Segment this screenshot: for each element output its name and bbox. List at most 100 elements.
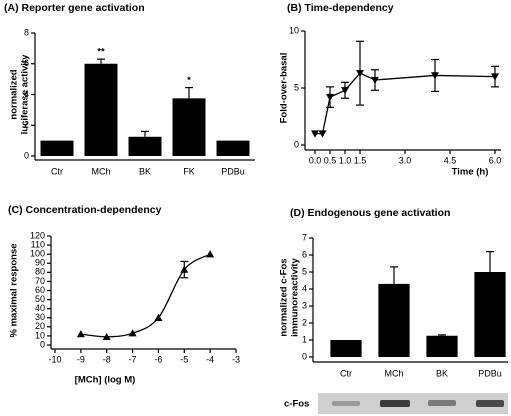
y-tick-label: 120 <box>30 230 45 240</box>
x-tick-label: 0.0 <box>309 155 322 165</box>
chart-title: (A) Reporter gene activation <box>4 2 145 14</box>
bar <box>172 98 206 156</box>
y-axis-label: % maximal response <box>9 244 20 338</box>
blot-band <box>476 400 504 407</box>
x-tick-label: -8 <box>103 354 111 364</box>
blot-band <box>428 400 456 406</box>
y-tick-label: 4 <box>24 89 29 99</box>
y-tick-label: 110 <box>31 239 45 249</box>
x-tick-label: 0.5 <box>324 155 337 165</box>
line <box>315 72 496 135</box>
x-tick-label: MCh <box>91 166 110 176</box>
y-tick-label: 0 <box>40 339 45 349</box>
fit-curve <box>80 253 211 338</box>
marker <box>318 130 327 138</box>
y-tick-label: 7 <box>302 232 307 242</box>
x-tick-label: Ctr <box>51 166 63 176</box>
y-tick-label: 80 <box>35 267 45 277</box>
x-tick-label: 6.0 <box>489 155 502 165</box>
chart-title: (D) Endogenous gene activation <box>290 207 450 219</box>
marker <box>491 73 499 81</box>
bar <box>378 283 410 357</box>
y-tick-label: 40 <box>35 303 45 313</box>
marker <box>128 329 137 337</box>
y-tick-label: 100 <box>30 249 45 259</box>
bar <box>40 140 74 156</box>
x-tick-label: -7 <box>129 354 137 364</box>
marker <box>311 130 319 138</box>
y-tick-label: 2 <box>302 317 307 327</box>
x-tick-label: PDBu <box>478 368 502 378</box>
x-tick-label: BK <box>139 166 151 176</box>
marker <box>76 330 85 338</box>
bar <box>128 136 162 156</box>
significance: ** <box>97 47 105 58</box>
y-tick-label: 1 <box>302 334 307 344</box>
marker <box>154 313 163 321</box>
marker <box>356 69 364 78</box>
x-tick-label: BK <box>436 368 448 378</box>
x-tick-label: -6 <box>154 354 162 364</box>
x-tick-label: PDBu <box>221 166 245 176</box>
y-tick-label: 10 <box>35 330 45 340</box>
x-tick-label: 4.5 <box>444 155 457 165</box>
blot-band <box>380 400 410 407</box>
y-tick-label: 5 <box>302 266 307 276</box>
blot <box>318 393 508 414</box>
x-tick-label: -10 <box>48 354 61 364</box>
y-axis-label: normalized <box>9 69 20 119</box>
x-tick-label: -4 <box>206 354 214 364</box>
bar <box>216 140 250 156</box>
y-tick-label: 30 <box>35 312 45 322</box>
blot-label: c-Fos <box>284 399 309 410</box>
blot-band <box>332 401 360 406</box>
y-tick-label: 5 <box>294 82 299 92</box>
marker <box>341 87 349 95</box>
x-tick-label: MCh <box>384 368 403 378</box>
y-tick-label: 2 <box>24 120 29 130</box>
bar <box>330 340 362 357</box>
y-tick-label: 6 <box>302 249 307 259</box>
x-tick-label: Ctr <box>340 368 352 378</box>
y-tick-label: 0 <box>24 150 29 160</box>
marker <box>371 76 379 85</box>
y-tick-label: 0 <box>302 351 307 361</box>
blot-background <box>318 393 508 414</box>
y-tick-label: 70 <box>35 276 45 286</box>
chart-title: (C) Concentration-dependency <box>8 204 162 216</box>
y-tick-label: 3 <box>302 300 307 310</box>
y-axis-label: normalized c-Fos <box>279 258 290 336</box>
x-axis-label: [MCh] (log M) <box>75 375 136 386</box>
x-tick-label: 3.0 <box>399 155 412 165</box>
marker <box>102 332 111 341</box>
y-tick-label: 90 <box>35 258 45 268</box>
marker <box>431 72 439 80</box>
x-tick-label: FK <box>183 166 195 176</box>
y-tick-label: 8 <box>24 27 29 37</box>
y-tick-label: 50 <box>35 294 45 304</box>
chart-title: (B) Time-dependency <box>287 2 394 14</box>
y-axis-label: Fold-over-basal <box>279 53 290 124</box>
y-tick-label: 6 <box>24 58 29 68</box>
y-tick-label: 20 <box>35 321 45 331</box>
y-tick-label: 60 <box>35 285 45 295</box>
x-tick-label: 1.5 <box>354 155 367 165</box>
bar <box>426 335 458 357</box>
marker <box>206 250 215 258</box>
x-tick-label: -3 <box>232 354 240 364</box>
y-axis-label: luciferase activity <box>20 54 31 134</box>
significance: * <box>187 75 191 86</box>
x-tick-label: -5 <box>180 354 188 364</box>
bar <box>474 272 506 357</box>
x-axis-label: Time (h) <box>452 167 489 178</box>
y-axis-label: immunoreactivity <box>290 257 301 336</box>
y-tick-label: 4 <box>302 283 307 293</box>
marker <box>180 265 189 273</box>
x-tick-label: -9 <box>77 354 85 364</box>
marker <box>326 93 334 102</box>
bar <box>84 63 118 156</box>
y-tick-label: 0 <box>294 139 299 149</box>
x-tick-label: 1.0 <box>339 155 352 165</box>
y-tick-label: 10 <box>289 25 299 35</box>
